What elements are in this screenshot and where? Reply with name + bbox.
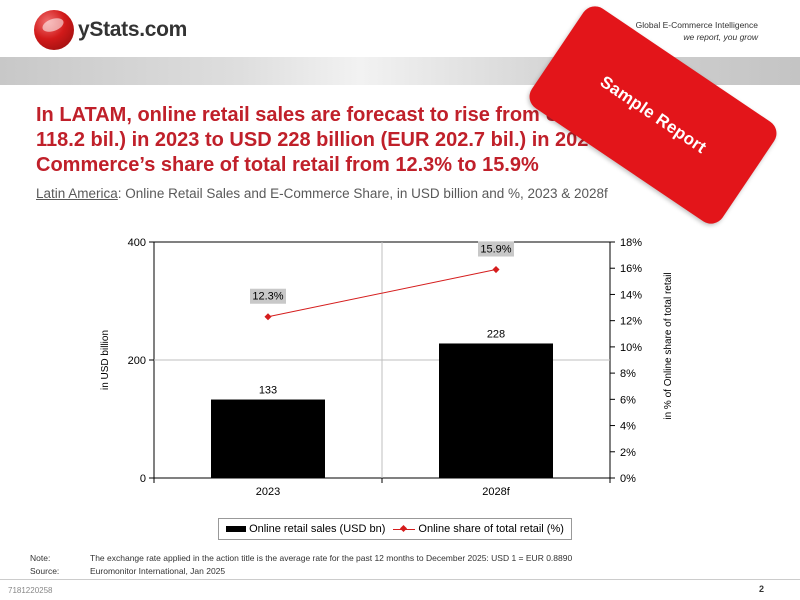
y2-tick-label: 12%: [620, 316, 642, 328]
y2-tick-label: 0%: [620, 473, 636, 485]
page-number: 2: [758, 584, 764, 594]
source-row: Source: Euromonitor International, Jan 2…: [30, 565, 572, 578]
tagline-line1: Global E-Commerce Intelligence: [635, 20, 758, 30]
subtitle-region: Latin America: [36, 186, 118, 201]
subtitle-text: : Online Retail Sales and E-Commerce Sha…: [117, 186, 608, 201]
y2-tick-label: 4%: [620, 421, 636, 433]
legend-item-sales: Online retail sales (USD bn): [226, 523, 385, 535]
y2-tick-label: 16%: [620, 263, 642, 275]
footer-divider: [0, 579, 800, 580]
y2-tick-label: 8%: [620, 368, 636, 380]
bar-data-label: 133: [259, 385, 277, 397]
source-text: Euromonitor International, Jan 2025: [90, 566, 226, 576]
legend-line-swatch-icon: [393, 525, 416, 533]
legend-bar-swatch-icon: [226, 526, 247, 532]
y-axis-title: in USD billion: [100, 330, 111, 390]
y2-tick-label: 18%: [620, 237, 642, 249]
document-id: 7181220258: [8, 586, 53, 595]
line-data-label: 15.9%: [480, 244, 511, 256]
note-label: Note:: [30, 553, 51, 563]
line-point: [492, 265, 500, 274]
x-tick-label: 2028f: [482, 486, 510, 498]
chart-subtitle: Latin America: Online Retail Sales and E…: [36, 186, 608, 201]
notes: Note: The exchange rate applied in the a…: [30, 552, 572, 578]
legend-label-sales: Online retail sales (USD bn): [249, 523, 386, 535]
chart: 0 200 400 0% 2% 4% 6% 8% 10% 12% 14% 16% 18% 2023 2028…: [100, 237, 674, 498]
y-tick-label: 200: [128, 355, 146, 367]
tagline-line2: we report, you grow: [683, 32, 758, 42]
ystats-logo: yStats.com: [32, 10, 192, 54]
y2-tick-label: 2%: [620, 447, 636, 459]
series-line: [267, 269, 497, 318]
chart-legend: Online retail sales (USD bn) Online shar…: [218, 518, 572, 540]
legend-label-share: Online share of total retail (%): [418, 523, 564, 535]
stamp-text: Sample Report: [596, 72, 710, 158]
line-data-label-box: [478, 241, 514, 257]
line-data-label-box: [250, 288, 286, 304]
legend-item-share: Online share of total retail (%): [393, 523, 564, 535]
logo-globe-icon: [34, 10, 74, 50]
y-tick-label: 400: [128, 237, 146, 249]
note-text: The exchange rate applied in the action …: [90, 553, 573, 563]
bar-data-label: 228: [487, 328, 505, 340]
tagline: Global E-Commerce Intelligence we report…: [636, 19, 758, 43]
line-data-label: 12.3%: [252, 291, 283, 303]
line-point: [264, 313, 272, 321]
bar: [211, 399, 325, 478]
y2-tick-label: 10%: [620, 342, 642, 354]
y2-tick-label: 14%: [620, 289, 642, 301]
x-tick-label: 2023: [256, 486, 280, 498]
y2-tick-label: 6%: [620, 394, 636, 406]
bar: [439, 343, 553, 478]
note-row: Note: The exchange rate applied in the a…: [30, 552, 572, 565]
y2-axis-title: in % of Online share of total retail: [663, 272, 674, 419]
logo-text: yStats.com: [78, 18, 188, 41]
source-label: Source:: [30, 566, 60, 576]
y-tick-label: 0: [140, 473, 146, 485]
